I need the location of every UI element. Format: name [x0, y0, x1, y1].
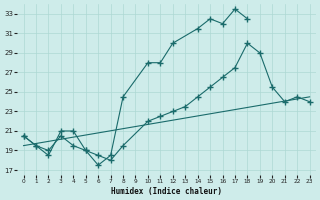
X-axis label: Humidex (Indice chaleur): Humidex (Indice chaleur)	[111, 187, 222, 196]
